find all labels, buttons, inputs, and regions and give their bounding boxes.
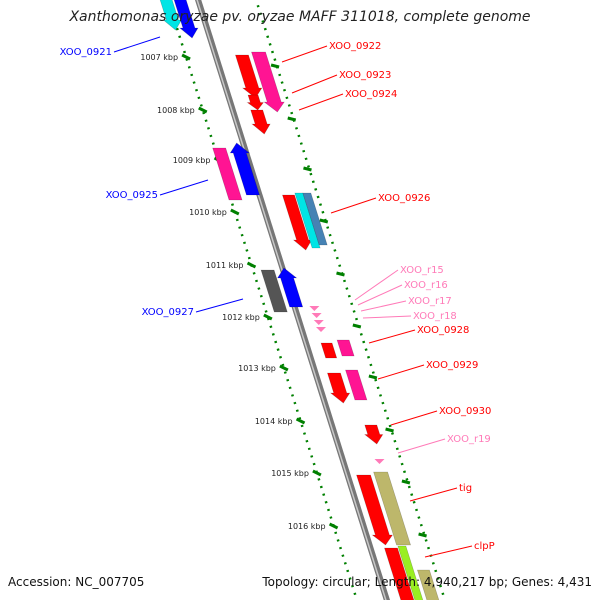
kbp-tick-mark-outer [303,166,312,172]
kbp-tick-mark-outer [287,116,297,122]
kbp-tick-label: 1008 kbp [157,106,195,115]
kbp-tick-label: 1014 kbp [255,417,293,426]
gene-block-xoo-0923b[interactable] [246,94,264,111]
kbp-tick-mark [246,261,257,269]
tick-rail-inner [166,0,360,604]
gene-label[interactable]: XOO_0921 [60,47,112,58]
gene-block-xoo-0921[interactable] [173,0,199,39]
gene-block-xoo-0930[interactable] [363,424,384,445]
kbp-tick-mark [230,208,240,216]
gene-block-steel-0926[interactable] [302,192,328,246]
kbp-tick-label: 1012 kbp [222,313,260,322]
kbp-tick-mark [328,522,339,530]
gene-block-clpp[interactable] [384,547,418,604]
label-leader-line [291,74,338,94]
label-leader-line [330,197,377,214]
label-leader-line [390,410,438,426]
label-leader-line [159,179,209,196]
gene-block-khaki-tig[interactable] [373,471,411,546]
kbp-tick-mark [181,53,191,61]
gene-block-lime-clpp[interactable] [397,545,426,604]
kbp-tick-mark [198,106,208,114]
gene-block-xoo-0928[interactable] [336,339,355,357]
kbp-tick-label: 1015 kbp [271,469,309,478]
gene-block-tig[interactable] [356,474,393,546]
gene-block-xoo-0924[interactable] [250,109,271,135]
gene-label[interactable]: XOO_0927 [142,307,194,318]
gene-block-magenta-0925[interactable] [212,147,243,201]
kbp-tick-label: 1013 kbp [238,364,276,373]
trna-marker-xoo-r17[interactable] [313,320,324,325]
kbp-tick-mark [312,469,322,477]
gene-block-xoo-0923[interactable] [235,54,263,99]
gene-label[interactable]: tig [459,483,472,494]
gene-label[interactable]: XOO_r17 [408,296,452,307]
label-leader-line [357,284,403,306]
gene-block-xoo-0925[interactable] [229,142,260,196]
gene-label[interactable]: XOO_r18 [413,311,457,322]
gene-label[interactable]: XOO_0924 [345,89,397,100]
kbp-tick-mark [279,364,289,372]
feature-layer [159,0,442,604]
label-leader-line [424,545,473,558]
label-leader-line [281,45,328,63]
kbp-tick-label: 1009 kbp [173,156,211,165]
gene-block-xoo-0929[interactable] [327,372,351,404]
gene-block-red-0928[interactable] [320,342,338,359]
label-leader-line [409,487,458,502]
kbp-tick-mark-outer [352,323,362,329]
gene-block-khaki-clpp[interactable] [417,569,442,604]
label-leader-line [368,329,416,344]
trna-marker-xoo-r19[interactable] [374,459,385,464]
label-leader-line [113,36,161,53]
gene-label[interactable]: XOO_0925 [106,190,158,201]
gene-block-xoo-0926[interactable] [282,194,313,251]
kbp-tick-label: 1007 kbp [140,53,178,62]
kbp-tick-mark-outer [418,532,427,538]
label-leader-line [397,438,446,454]
gene-label[interactable]: XOO_0930 [439,406,491,417]
topology-text: Topology: circular; Length: 4,940,217 bp… [262,575,592,589]
gene-label[interactable]: XOO_r19 [447,434,491,445]
gene-label[interactable]: XOO_0928 [417,325,469,336]
accession-text: Accession: NC_007705 [8,575,145,589]
kbp-tick-mark-outer [319,218,329,224]
kbp-tick-mark [263,313,273,321]
gene-block-cyan-top[interactable] [159,0,182,31]
kbp-tick-mark-outer [270,63,280,69]
trna-marker-xoo-r16[interactable] [311,313,322,318]
gene-label[interactable]: XOO_0926 [378,193,430,204]
gene-label[interactable]: XOO_0922 [329,41,381,52]
kbp-tick-mark-outer [401,479,411,485]
kbp-tick-mark-outer [385,427,394,433]
gene-label[interactable]: XOO_0923 [339,70,391,81]
trna-marker-xoo-r18[interactable] [315,327,326,332]
label-leader-line [354,269,399,301]
label-leader-line [377,364,425,380]
gene-block-xoo-0922[interactable] [251,51,285,113]
gene-block-cyan-0926[interactable] [294,192,321,249]
trna-marker-xoo-r15[interactable] [309,306,320,311]
gene-label[interactable]: XOO_0929 [426,360,478,371]
label-leader-line [195,298,244,313]
kbp-tick-mark-outer [336,271,345,277]
kbp-tick-mark-outer [368,374,378,380]
label-leader-line [362,315,412,319]
gene-label[interactable]: clpP [474,541,495,552]
gene-block-gray-0927[interactable] [260,269,288,313]
gene-label[interactable]: XOO_r15 [400,265,444,276]
gene-label[interactable]: XOO_r16 [404,280,448,291]
gene-block-xoo-0927[interactable] [277,267,304,308]
label-layer: XOO_0921 XOO_0922 XOO_0923 XOO_0924 XOO_0925… [60,36,495,558]
label-leader-line [360,300,407,312]
kbp-tick-mark [295,417,306,425]
kbp-tick-label: 1011 kbp [206,261,244,270]
kbp-tick-label: 1010 kbp [189,208,227,217]
label-leader-line [298,93,344,111]
gene-block-magenta-0929[interactable] [345,369,368,401]
kbp-tick-label: 1016 kbp [288,522,326,531]
map-title: Xanthomonas oryzae pv. oryzae MAFF 31101… [69,9,531,25]
